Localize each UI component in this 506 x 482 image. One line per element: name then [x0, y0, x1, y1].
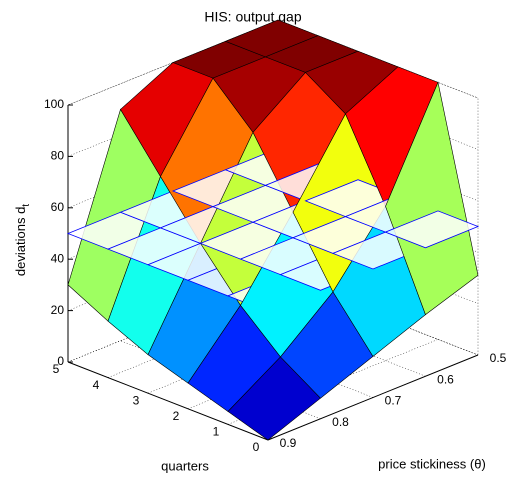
x-tick-label: 0.8	[332, 415, 349, 429]
chart-title: HIS: output gap	[204, 9, 302, 25]
z-tick-label: 100	[44, 97, 64, 111]
y-tick-label: 1	[213, 425, 220, 439]
z-tick-label: 80	[51, 149, 65, 163]
x-tick-label: 0.7	[385, 394, 402, 408]
z-tick-label: 60	[51, 200, 65, 214]
x-tick-label: 0.5	[490, 351, 506, 365]
z-tick-label: 0	[57, 354, 64, 368]
surface-patch	[385, 81, 479, 316]
axis-line	[267, 354, 479, 441]
z-axis-label-sub: t	[21, 204, 32, 207]
plane-patch	[384, 210, 480, 249]
y-tick-label: 3	[133, 393, 140, 407]
y-tick-label: 0	[253, 440, 260, 454]
axis-line	[67, 361, 269, 441]
y-axis-label: quarters	[161, 458, 209, 473]
z-tick-label: 40	[51, 251, 65, 265]
x-tick-label: 0.6	[437, 372, 454, 386]
z-axis-label: deviations dt	[13, 204, 31, 276]
z-tick-label: 20	[51, 303, 65, 317]
y-tick-label: 4	[93, 378, 100, 392]
x-axis-label: price stickiness (θ)	[378, 456, 486, 471]
y-tick-label: 5	[53, 362, 60, 376]
x-tick-label: 0.9	[280, 436, 297, 450]
z-axis-label-text: deviations d	[13, 207, 28, 276]
y-tick-label: 2	[173, 409, 180, 423]
